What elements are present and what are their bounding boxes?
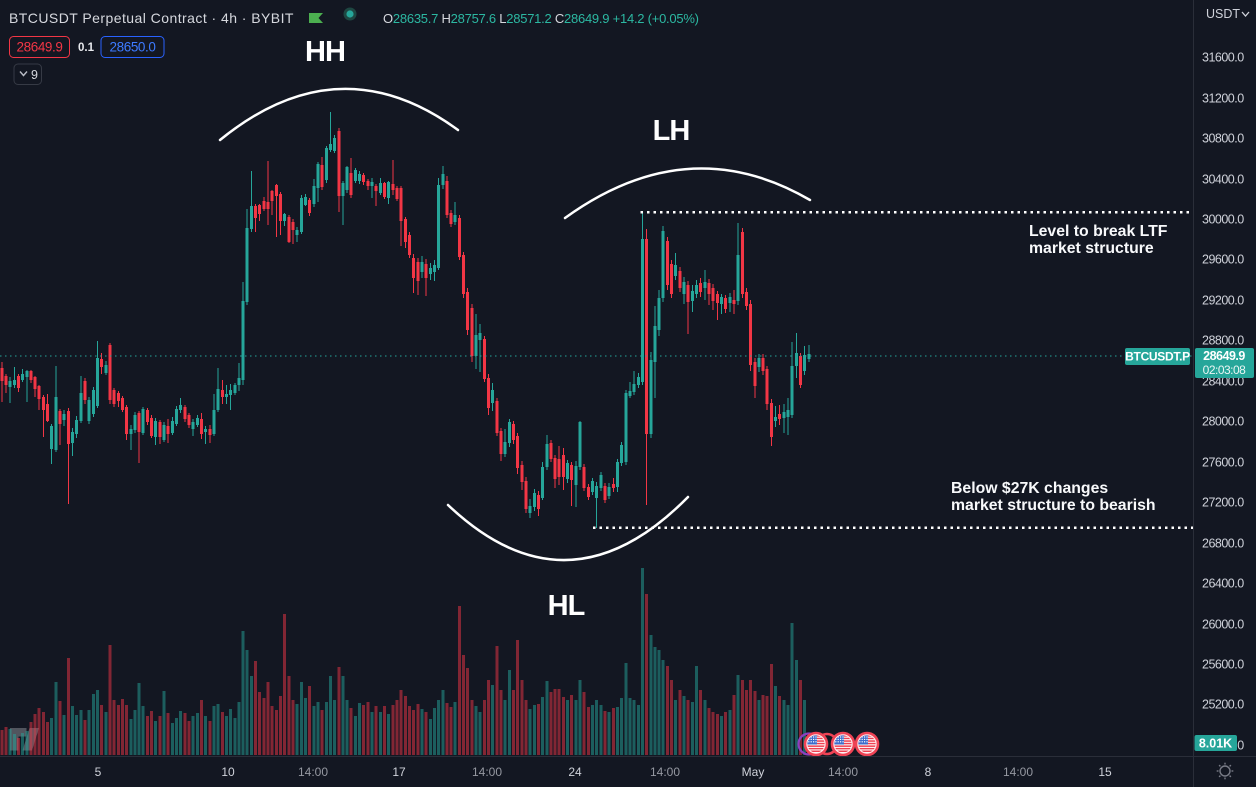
svg-text:0.1: 0.1	[78, 42, 95, 54]
svg-text:14:00: 14:00	[1003, 765, 1033, 779]
svg-text:USDT: USDT	[1206, 7, 1240, 21]
svg-text:02:03:08: 02:03:08	[1203, 363, 1247, 377]
svg-text:HL: HL	[548, 590, 585, 622]
svg-text:5: 5	[95, 765, 102, 779]
svg-text:14:00: 14:00	[472, 765, 502, 779]
svg-text:HH: HH	[305, 36, 345, 68]
svg-text:28650.0: 28650.0	[110, 40, 156, 55]
svg-text:9: 9	[31, 68, 38, 82]
svg-text:LH: LH	[653, 115, 690, 147]
svg-text:Below $27K changes: Below $27K changes	[951, 480, 1108, 497]
svg-text:28800.0: 28800.0	[1202, 334, 1244, 348]
svg-text:30800.0: 30800.0	[1202, 132, 1244, 146]
svg-text:10: 10	[221, 765, 235, 779]
svg-text:market structure to bearish: market structure to bearish	[951, 497, 1156, 514]
svg-text:28000.0: 28000.0	[1202, 415, 1244, 429]
svg-text:29600.0: 29600.0	[1202, 253, 1244, 267]
svg-text:28649.9: 28649.9	[17, 40, 63, 55]
svg-text:26000.0: 26000.0	[1202, 618, 1244, 632]
svg-text:28649.9: 28649.9	[1203, 349, 1245, 363]
svg-text:27200.0: 27200.0	[1202, 496, 1244, 510]
svg-text:26800.0: 26800.0	[1202, 537, 1244, 551]
svg-text:27600.0: 27600.0	[1202, 456, 1244, 470]
svg-text:Level to break LTF: Level to break LTF	[1029, 223, 1168, 240]
svg-text:25200.0: 25200.0	[1202, 698, 1244, 712]
svg-text:25600.0: 25600.0	[1202, 658, 1244, 672]
svg-text:24: 24	[568, 765, 582, 779]
svg-text:15: 15	[1098, 765, 1112, 779]
svg-text:market structure: market structure	[1029, 240, 1154, 257]
svg-text:May: May	[742, 765, 765, 779]
svg-text:17: 17	[392, 765, 406, 779]
svg-text:8: 8	[925, 765, 932, 779]
svg-text:30000.0: 30000.0	[1202, 213, 1244, 227]
svg-text:14:00: 14:00	[828, 765, 858, 779]
svg-text:BTCUSDT Perpetual Contract · 4: BTCUSDT Perpetual Contract · 4h · BYBIT	[9, 10, 294, 26]
svg-text:O28635.7 H28757.6 L28571.2 C28: O28635.7 H28757.6 L28571.2 C28649.9 +14.…	[383, 11, 699, 26]
svg-text:14:00: 14:00	[650, 765, 680, 779]
svg-text:14:00: 14:00	[298, 765, 328, 779]
svg-text:30400.0: 30400.0	[1202, 173, 1244, 187]
svg-text:29200.0: 29200.0	[1202, 294, 1244, 308]
svg-text:8.01K: 8.01K	[1199, 737, 1232, 751]
svg-text:BTCUSDT.P: BTCUSDT.P	[1125, 350, 1190, 364]
svg-text:26400.0: 26400.0	[1202, 577, 1244, 591]
svg-text:31200.0: 31200.0	[1202, 92, 1244, 106]
svg-text:31600.0: 31600.0	[1202, 51, 1244, 65]
